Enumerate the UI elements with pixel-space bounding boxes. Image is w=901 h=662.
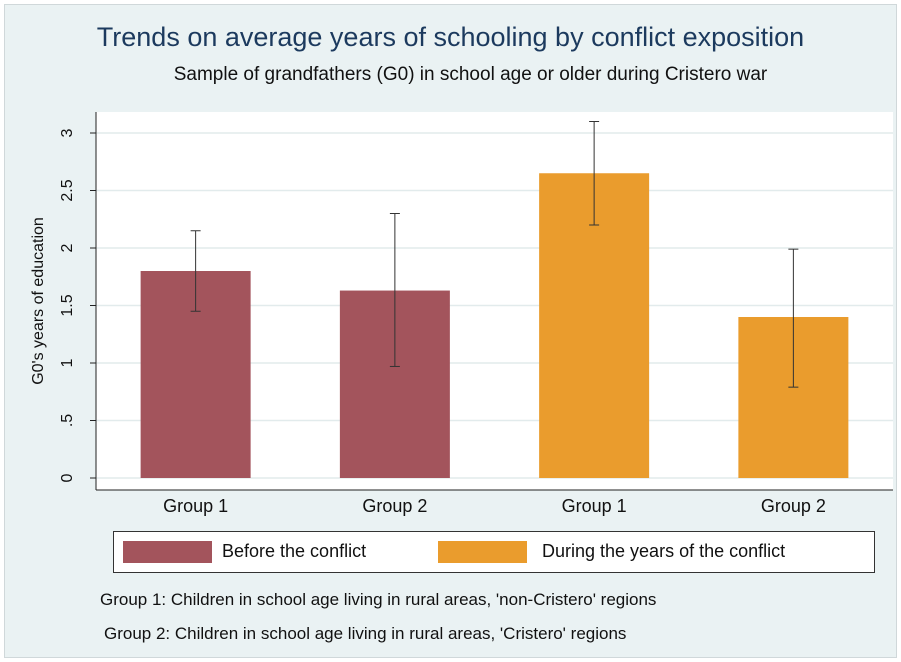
x-tick-label: Group 2 xyxy=(761,496,826,516)
y-tick-label: 0 xyxy=(59,473,76,482)
error-bars xyxy=(190,121,799,388)
y-tick-label: 1 xyxy=(59,358,76,367)
legend-swatch-before xyxy=(123,541,212,563)
y-tick-label: 2.5 xyxy=(59,179,76,201)
legend-swatch-during xyxy=(438,541,527,563)
y-tick-label: .5 xyxy=(59,414,76,427)
y-ticks: 0 .5 1 1.5 2 2.5 3 xyxy=(59,128,96,482)
y-tick-label: 1.5 xyxy=(59,294,76,316)
y-tick-label: 3 xyxy=(59,128,76,137)
x-tick-label: Group 2 xyxy=(362,496,427,516)
note-group-2: Group 2: Children in school age living i… xyxy=(104,624,627,643)
y-axis-label: G0's years of education xyxy=(30,217,47,385)
y-tick-label: 2 xyxy=(59,243,76,252)
note-group-1: Group 1: Children in school age living i… xyxy=(100,590,657,609)
legend-label-before: Before the conflict xyxy=(222,541,367,561)
chart-subtitle: Sample of grandfathers (G0) in school ag… xyxy=(173,64,768,85)
x-tick-label: Group 1 xyxy=(562,496,627,516)
x-tick-label: Group 1 xyxy=(163,496,228,516)
x-tick-labels: Group 1 Group 2 Group 1 Group 2 xyxy=(163,496,826,516)
legend-label-during: During the years of the conflict xyxy=(542,541,786,561)
legend: Before the conflict During the years of … xyxy=(113,531,875,573)
chart-title: Trends on average years of schooling by … xyxy=(96,22,805,52)
